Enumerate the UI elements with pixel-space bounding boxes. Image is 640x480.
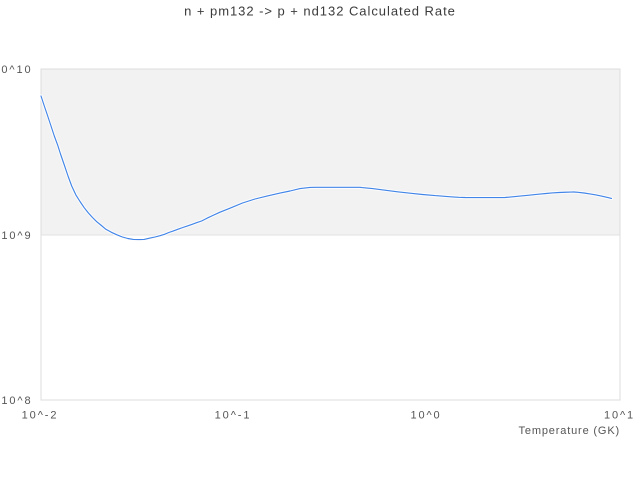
svg-text:n + pm132 -> p + nd132 Calcula: n + pm132 -> p + nd132 Calculated Rate bbox=[184, 4, 456, 19]
svg-text:Temperature (GK): Temperature (GK) bbox=[519, 425, 620, 437]
svg-text:10^-1: 10^-1 bbox=[215, 410, 252, 422]
svg-text:10^9: 10^9 bbox=[1, 230, 32, 242]
svg-text:10^8: 10^8 bbox=[1, 395, 32, 407]
svg-text:10^0: 10^0 bbox=[410, 410, 441, 422]
svg-text:10^-2: 10^-2 bbox=[22, 410, 59, 422]
svg-text:10^1: 10^1 bbox=[604, 410, 635, 422]
svg-text:10^10: 10^10 bbox=[0, 64, 33, 76]
